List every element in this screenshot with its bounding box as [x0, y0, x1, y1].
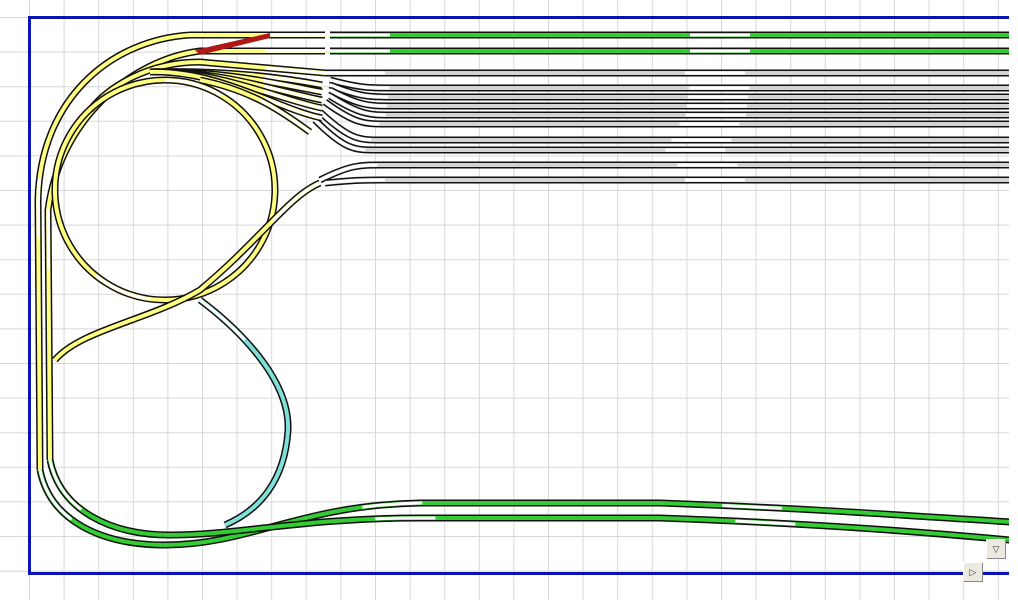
- siding-track[interactable]: [317, 109, 1010, 144]
- siding-track[interactable]: [329, 76, 1010, 92]
- triangle-down-icon: ▽: [992, 543, 1000, 554]
- yellow-track[interactable]: [34, 31, 325, 471]
- siding-track[interactable]: [324, 176, 1010, 187]
- mainline-track[interactable]: [36, 469, 1011, 549]
- siding-track[interactable]: [312, 117, 1010, 154]
- crossover-highlight[interactable]: [195, 33, 270, 55]
- scroll-right-button[interactable]: ▷: [963, 562, 983, 582]
- triangle-right-icon: ▷: [969, 566, 977, 577]
- baseboard-border: [28, 16, 1018, 575]
- siding-track[interactable]: [328, 93, 1010, 119]
- mainline-track[interactable]: [46, 459, 1011, 544]
- loop-track[interactable]: [51, 76, 279, 304]
- yellow-track[interactable]: [199, 76, 313, 135]
- yellow-track[interactable]: [52, 179, 322, 363]
- siding-track[interactable]: [328, 86, 1010, 110]
- right-margin: [1009, 0, 1018, 600]
- track-plan[interactable]: [34, 31, 1011, 549]
- siding-track[interactable]: [322, 99, 1010, 128]
- scroll-down-button[interactable]: ▽: [986, 539, 1006, 559]
- siding-track[interactable]: [328, 81, 1010, 101]
- cyan-track[interactable]: [197, 297, 292, 529]
- siding-track[interactable]: [318, 161, 1010, 184]
